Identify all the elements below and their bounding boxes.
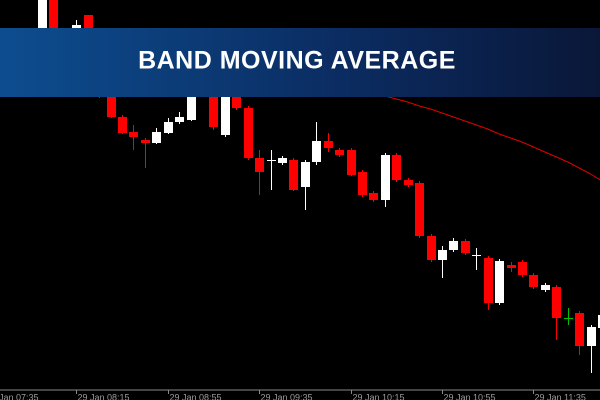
x-tick-label: 29 Jan 07:35 (0, 392, 39, 400)
x-axis: 29 Jan 07:35 29 Jan 08:15 29 Jan 08:55 29 J… (0, 390, 586, 400)
candle-body (541, 285, 550, 290)
candle-body (587, 327, 596, 346)
candle-body (438, 250, 447, 260)
x-tick-label: 29 Jan 10:15 (353, 392, 405, 400)
candle-body (347, 150, 356, 175)
candle-body (324, 141, 333, 148)
candle-body (49, 0, 58, 30)
candle-body (507, 265, 516, 268)
candle-body (312, 141, 321, 162)
x-tick-label: 29 Jan 08:55 (170, 392, 222, 400)
candle-body (141, 140, 150, 143)
candle-body (255, 158, 264, 172)
candle-body (564, 318, 573, 319)
candle-body (472, 255, 481, 256)
candle-body (552, 287, 561, 318)
candle-body (335, 150, 344, 155)
candle-body (358, 172, 367, 195)
candle-body (529, 275, 538, 287)
moving-average-line (384, 95, 600, 181)
candle-body (118, 117, 127, 133)
candle-body (381, 155, 390, 200)
candle-body (107, 95, 116, 117)
candle-body (392, 155, 401, 180)
candle-body (427, 236, 436, 260)
candle-body (289, 160, 298, 190)
candle-body (175, 117, 184, 122)
candle-body (484, 258, 493, 303)
candle-body (244, 108, 253, 158)
candle-body (221, 97, 230, 135)
candle-body (495, 261, 504, 303)
candle-body (187, 97, 196, 120)
candle-body (72, 25, 81, 30)
candle-body (518, 262, 527, 275)
candle-body (129, 132, 138, 137)
candle-body (301, 162, 310, 187)
candle-body (232, 97, 241, 108)
candle-body (278, 158, 287, 163)
x-tick-label: 29 Jan 10:55 (444, 392, 496, 400)
candle-body (404, 180, 413, 185)
chart-title: BAND MOVING AVERAGE (138, 47, 456, 75)
title-banner (0, 28, 600, 97)
candle-body (38, 0, 47, 30)
candle-body (267, 160, 276, 161)
candle-body (598, 315, 600, 328)
candle-body (164, 122, 173, 133)
candle-body (415, 183, 424, 236)
candle-body (84, 15, 93, 30)
x-tick-label: 29 Jan 09:35 (261, 392, 313, 400)
candle-body (449, 241, 458, 250)
candle-body (369, 193, 378, 200)
candle-body (209, 97, 218, 127)
candle-body (575, 313, 584, 346)
candle-body (152, 132, 161, 143)
x-tick-label: 29 Jan 11:35 (535, 392, 586, 400)
candle-body (461, 241, 470, 253)
x-tick-label: 29 Jan 08:15 (78, 392, 130, 400)
